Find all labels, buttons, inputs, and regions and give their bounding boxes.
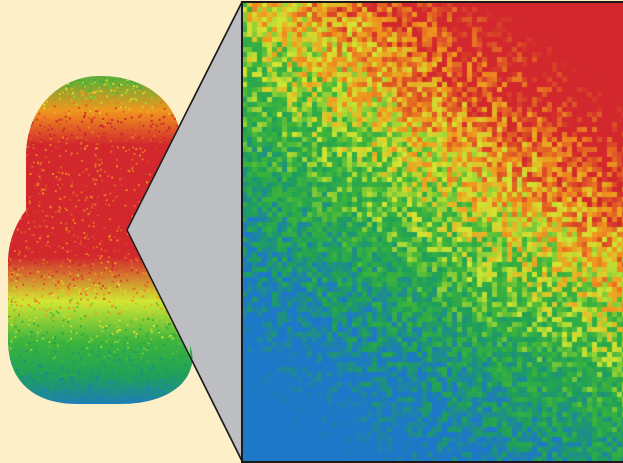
callout-edge-bottom bbox=[126, 229, 243, 462]
callout-edge-top bbox=[126, 1, 243, 231]
magnified-heatmap bbox=[242, 2, 623, 462]
magnified-detail bbox=[242, 2, 623, 462]
zoom-callout-tip bbox=[127, 105, 190, 356]
